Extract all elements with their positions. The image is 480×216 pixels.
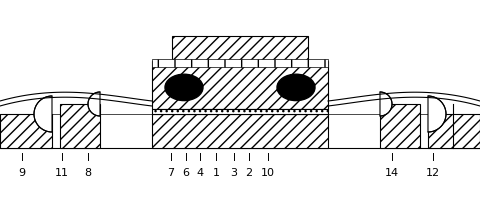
Text: 6: 6 [182, 168, 190, 178]
Bar [380, 104, 420, 148]
Text: 10: 10 [261, 168, 275, 178]
Bar [152, 59, 328, 67]
Text: 2: 2 [245, 168, 252, 178]
Ellipse shape [277, 74, 315, 101]
Wedge shape [380, 92, 392, 116]
Wedge shape [34, 96, 52, 132]
Text: 1: 1 [213, 168, 219, 178]
Text: 4: 4 [196, 168, 204, 178]
Bar [152, 114, 328, 148]
Text: 8: 8 [84, 168, 92, 178]
Bar [0, 114, 52, 148]
Text: 3: 3 [230, 168, 238, 178]
Text: 14: 14 [385, 168, 399, 178]
Ellipse shape [165, 74, 203, 101]
Text: 12: 12 [426, 168, 440, 178]
Text: 11: 11 [55, 168, 69, 178]
Text: 9: 9 [18, 168, 25, 178]
Wedge shape [88, 92, 100, 116]
Bar [428, 114, 480, 148]
Wedge shape [428, 96, 446, 132]
Bar [60, 104, 100, 148]
Bar [152, 61, 328, 109]
Bar [172, 36, 308, 61]
Text: 7: 7 [168, 168, 175, 178]
Bar [152, 109, 328, 114]
